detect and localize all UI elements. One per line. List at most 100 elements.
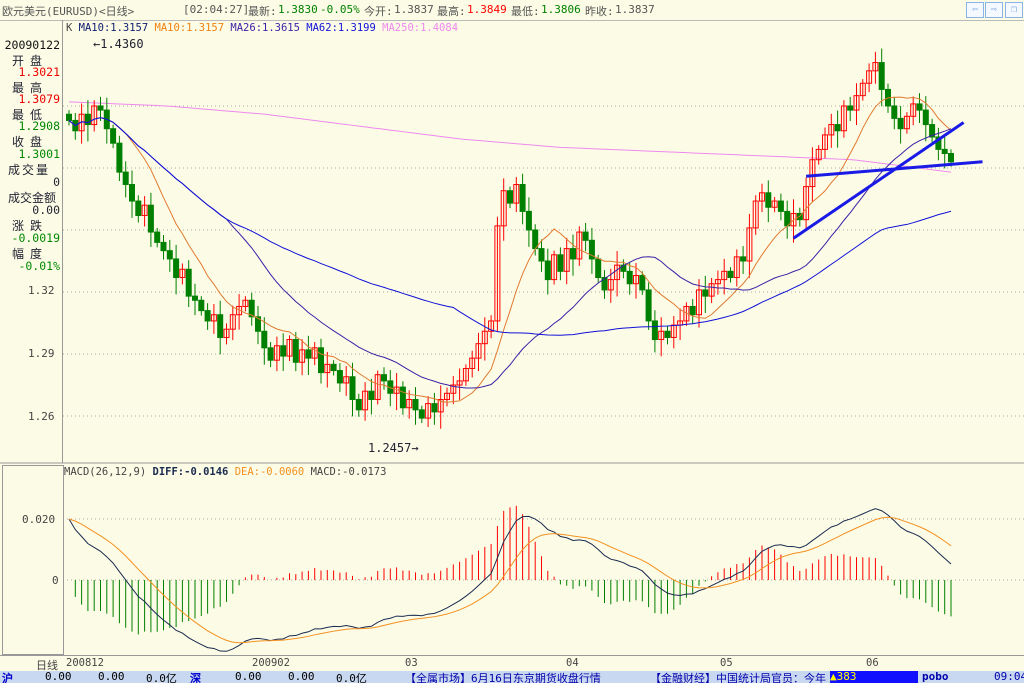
candle-down — [198, 299, 205, 312]
ma10-line — [68, 96, 952, 403]
trend-line — [792, 121, 965, 240]
min-price-value: 1.2457 — [368, 441, 412, 455]
candle-down — [110, 128, 117, 144]
alert-counter[interactable]: ▲383 — [830, 671, 918, 683]
candle-down — [166, 250, 173, 260]
candle-up — [343, 376, 350, 384]
candle-up — [815, 148, 822, 161]
candle-up — [633, 274, 639, 285]
sh-value: 0.0亿 — [146, 672, 177, 683]
candle-down — [941, 148, 948, 155]
candle-up — [475, 343, 482, 359]
candle-up — [828, 124, 835, 136]
candle-down — [948, 153, 954, 163]
quote-time: [02:04:27] — [183, 3, 250, 16]
arrow-left-icon[interactable]: ⇦ — [966, 2, 984, 18]
candle-down — [185, 268, 192, 297]
macd-dea: DEA:-0.0060 — [234, 466, 305, 478]
high-label: 最高: — [437, 5, 466, 18]
arrow-right-icon[interactable]: ⇨ — [985, 2, 1003, 18]
status-bar: 沪 0.00 0.00 0.0亿 深 0.00 0.00 0.0亿 【全属市场】… — [0, 671, 1024, 683]
candle-up — [437, 398, 444, 413]
candle-down — [525, 210, 532, 231]
candle-up — [746, 227, 753, 262]
candle-down — [355, 398, 362, 411]
candle-down — [570, 248, 576, 260]
candle-down — [418, 409, 425, 419]
candle-up — [733, 256, 740, 279]
candle-down — [727, 270, 734, 279]
candle-down — [255, 316, 261, 332]
date-axis: 日线 200812 200902 03 04 05 06 — [0, 655, 1024, 672]
candle-down — [639, 274, 646, 291]
candle-up — [853, 95, 860, 111]
candle-up — [551, 254, 558, 281]
candle-up — [721, 270, 728, 281]
candle-down — [519, 184, 526, 212]
ma-legend: K MA10:1.3157 MA10:1.3157 MA26:1.3615 MA… — [66, 22, 458, 34]
candle-down — [916, 103, 923, 111]
candle-up — [614, 264, 621, 281]
candle-up — [658, 330, 665, 341]
low-value: 1.3806 — [541, 3, 581, 16]
candle-up — [576, 231, 583, 260]
candle-up — [91, 105, 98, 126]
info-high-label: 最高 — [12, 81, 49, 95]
legend-k: K — [66, 22, 73, 34]
legend-ma250: MA250:1.4084 — [382, 22, 459, 34]
macd-legend: MACD(26,12,9) DIFF:-0.0146 DEA:-0.0060 M… — [64, 466, 386, 478]
info-amount: 0.00 — [32, 203, 60, 217]
candle-down — [702, 289, 709, 297]
candle-up — [141, 204, 148, 217]
sz-index-label: 深 — [190, 672, 201, 683]
news-ticker-item[interactable]: 【全属市场】6月16日东京期货收盘行情 — [405, 672, 601, 683]
x-tick-label: 06 — [866, 657, 879, 669]
candle-down — [777, 200, 784, 212]
candle-up — [607, 279, 614, 291]
prev-close-label: 昨收: — [585, 5, 614, 18]
candle-down — [204, 310, 211, 322]
candle-up — [513, 184, 520, 204]
candle-up — [714, 279, 721, 285]
legend-ma10-alt: MA10:1.3157 — [154, 22, 225, 34]
candle-up — [872, 62, 879, 72]
y-tick-label: 1.29 — [28, 347, 55, 360]
candle-down — [66, 113, 72, 121]
legend-ma62: MA62:1.3199 — [306, 22, 376, 34]
candle-up — [223, 328, 230, 338]
latest-value: 1.3830 — [278, 3, 318, 16]
candle-down — [557, 254, 564, 272]
window-restore-icon[interactable]: ❐ — [1005, 2, 1023, 18]
info-change-label: 涨跌 — [12, 219, 49, 233]
macd-value: MACD:-0.0173 — [310, 466, 387, 478]
candle-down — [192, 295, 198, 301]
candle-up — [425, 403, 432, 419]
candle-down — [292, 339, 299, 363]
candle-up — [696, 289, 702, 316]
min-price-label: 1.2457→ — [368, 441, 419, 455]
period-label[interactable]: 日线 — [36, 659, 58, 672]
info-low: 1.2908 — [18, 119, 60, 133]
candle-down — [84, 113, 91, 126]
candle-down — [248, 299, 255, 318]
macd-name: MACD(26,12,9) — [64, 466, 147, 478]
news-ticker-item[interactable]: 【金融财经】中国统计局官员：今年 — [650, 672, 826, 683]
macd-side-box — [2, 465, 64, 655]
candle-up — [362, 390, 369, 411]
candle-down — [507, 190, 513, 204]
sh-value: 0.00 — [98, 671, 125, 683]
candle-down — [129, 184, 135, 202]
info-low-label: 最低 — [12, 108, 49, 122]
candle-up — [311, 347, 318, 359]
candle-down — [412, 398, 419, 411]
macd-diff: DIFF:-0.0146 — [152, 466, 229, 478]
candle-down — [532, 229, 539, 250]
candle-down — [935, 136, 942, 150]
candle-up — [494, 225, 501, 322]
candle-down — [318, 347, 324, 374]
candle-up — [210, 314, 217, 322]
candle-down — [538, 248, 545, 262]
candle-up — [859, 82, 866, 97]
low-label: 最低: — [511, 5, 540, 18]
